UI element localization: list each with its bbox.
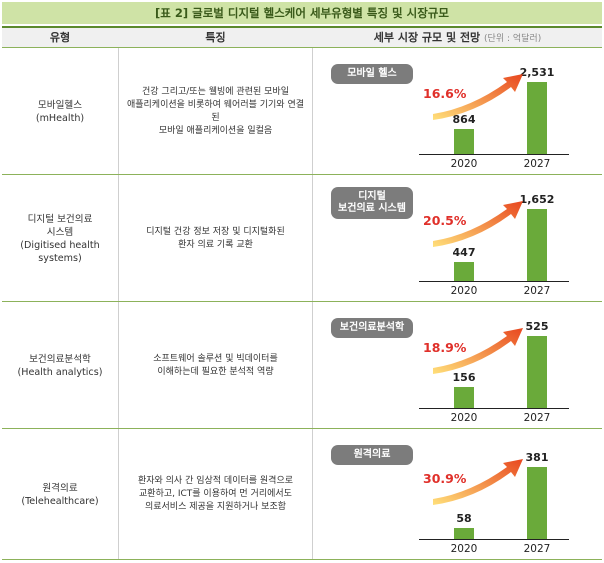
growth-arrow-icon bbox=[433, 328, 523, 374]
table-row: 디지털 보건의료 시스템 (Digitised health systems) … bbox=[2, 175, 602, 302]
segment-tag: 디지털 보건의료 시스템 bbox=[331, 187, 413, 219]
type-cell: 원격의료 (Telehealthcare) bbox=[21, 482, 99, 507]
bar-2020 bbox=[454, 386, 474, 408]
market-chart: 디지털 보건의료 시스템 447 2020 1,652 2027 20.5% bbox=[313, 175, 602, 302]
growth-rate: 18.9% bbox=[423, 340, 467, 355]
year-label: 2020 bbox=[450, 412, 478, 424]
type-cell: 디지털 보건의료 시스템 (Digitised health systems) bbox=[20, 213, 100, 264]
bar-value-label: 58 bbox=[456, 512, 472, 526]
year-label: 2020 bbox=[450, 285, 478, 297]
year-label: 2027 bbox=[523, 412, 551, 424]
chart-baseline bbox=[419, 408, 569, 409]
year-label: 2027 bbox=[523, 543, 551, 555]
table-row: 모바일헬스 (mHealth) 건강 그리고/또는 웰빙에 관련된 모바일 애플… bbox=[2, 48, 602, 175]
growth-arrow-icon bbox=[433, 74, 523, 120]
bar-2020 bbox=[454, 129, 474, 154]
bar-2027 bbox=[527, 467, 547, 539]
chart-baseline bbox=[419, 539, 569, 540]
market-chart: 보건의료분석학 156 2020 525 2027 18.9% bbox=[313, 302, 602, 429]
bar-2020 bbox=[454, 528, 474, 539]
bar-2027 bbox=[527, 209, 547, 281]
bar-value-label: 1,652 bbox=[519, 193, 555, 206]
column-divider bbox=[118, 48, 119, 560]
bar-value-label: 525 bbox=[525, 320, 549, 333]
bar-value-label: 381 bbox=[525, 451, 549, 464]
type-cell: 보건의료분석학 (Health analytics) bbox=[17, 353, 103, 378]
table-row: 보건의료분석학 (Health analytics) 소프트웨어 솔루션 및 빅… bbox=[2, 302, 602, 429]
growth-rate: 20.5% bbox=[423, 213, 467, 228]
growth-arrow-icon bbox=[433, 201, 523, 247]
segment-tag: 원격의료 bbox=[331, 445, 413, 465]
growth-rate: 30.9% bbox=[423, 471, 467, 486]
header-type: 유형 bbox=[49, 31, 71, 44]
segment-tag: 모바일 헬스 bbox=[331, 64, 413, 84]
column-divider bbox=[312, 48, 313, 560]
chart-baseline bbox=[419, 281, 569, 282]
year-label: 2020 bbox=[450, 158, 478, 170]
table-row: 원격의료 (Telehealthcare) 환자와 의사 간 임상적 데이터를 … bbox=[2, 429, 602, 560]
header-feature: 특징 bbox=[205, 31, 226, 44]
bar-value-label: 2,531 bbox=[519, 66, 555, 79]
table-header: 유형 특징 세부 시장 규모 및 전망 (단위 : 억달러) bbox=[2, 26, 602, 48]
market-chart: 원격의료 58 2020 381 2027 30.9% bbox=[313, 429, 602, 560]
year-label: 2020 bbox=[450, 543, 478, 555]
table-title: [표 2] 글로벌 디지털 헬스케어 세부유형별 특징 및 시장규모 bbox=[2, 2, 602, 24]
growth-rate: 16.6% bbox=[423, 86, 467, 101]
market-table: 유형 특징 세부 시장 규모 및 전망 (단위 : 억달러) 모바일헬스 (mH… bbox=[2, 26, 602, 560]
chart-baseline bbox=[419, 154, 569, 155]
bar-2020 bbox=[454, 261, 474, 281]
header-market: 세부 시장 규모 및 전망 (단위 : 억달러) bbox=[313, 28, 602, 48]
year-label: 2027 bbox=[523, 158, 551, 170]
feature-cell: 건강 그리고/또는 웰빙에 관련된 모바일 애플리케이션을 비롯하여 웨어러블 … bbox=[126, 86, 305, 136]
header-market-label: 세부 시장 규모 및 전망 bbox=[373, 31, 481, 44]
growth-arrow-icon bbox=[433, 459, 523, 505]
segment-tag: 보건의료분석학 bbox=[331, 318, 413, 338]
year-label: 2027 bbox=[523, 285, 551, 297]
bar-value-label: 864 bbox=[452, 113, 476, 127]
header-unit: (단위 : 억달러) bbox=[484, 34, 542, 44]
type-cell: 모바일헬스 (mHealth) bbox=[35, 99, 85, 124]
bar-2027 bbox=[527, 336, 547, 408]
feature-cell: 디지털 건강 정보 저장 및 디지털화된 환자 의료 기록 교환 bbox=[146, 226, 285, 250]
bar-value-label: 156 bbox=[452, 370, 476, 384]
bar-2027 bbox=[527, 82, 547, 154]
feature-cell: 소프트웨어 솔루션 및 빅데이터를 이해하는데 필요한 분석적 역량 bbox=[153, 353, 278, 377]
bar-value-label: 447 bbox=[452, 245, 476, 259]
feature-cell: 환자와 의사 간 임상적 데이터를 원격으로 교환하고, ICT를 이용하여 먼… bbox=[137, 476, 294, 512]
market-chart: 모바일 헬스 864 2020 2,531 2027 16.6% bbox=[313, 48, 602, 175]
